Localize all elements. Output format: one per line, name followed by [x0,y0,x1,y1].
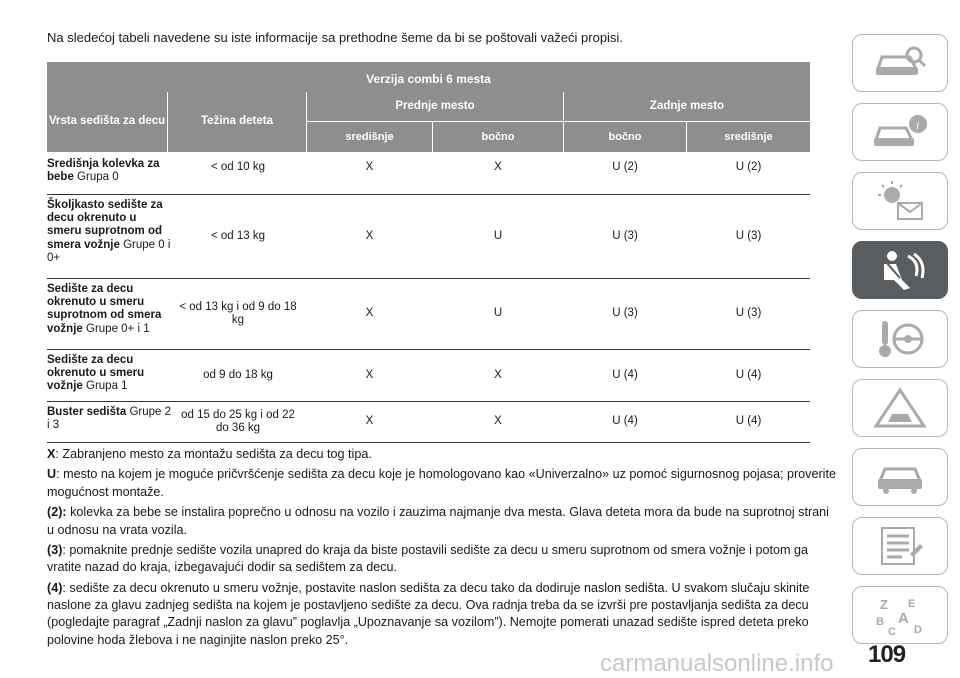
seat-type-cell: Sedište za decu okrenuto u smeru vožnje … [47,354,172,394]
table-row: Buster sedišta Grupe 2 i 3 od 15 do 25 kg… [47,402,810,443]
front-side-cell: X [494,415,502,428]
col-header-seat-type: Vrsta sedišta za decu [47,92,167,152]
tab-safety[interactable] [852,241,948,299]
front-side-cell: X [494,368,502,381]
seat-type-cell: Središnja kolevka za bebe Grupa 0 [47,158,172,184]
alphabet-index-icon: Z E B AC D [876,597,922,637]
seat-type-name: Sedište za decu okrenuto u smeru suprotn… [47,283,162,335]
svg-text:Z: Z [880,597,888,612]
rear-side-cell: U (2) [612,161,638,174]
roadside-triangle-icon [873,387,927,428]
front-center-cell: X [365,415,374,428]
svg-text:E: E [908,598,915,610]
front-center-cell: X [365,368,374,381]
weight-cell: < od 13 kg i od 9 do 18 kg [179,300,297,326]
rear-center-cell: U (4) [735,368,762,381]
tab-emergency[interactable] [852,379,948,437]
rear-side-cell: U (4) [612,415,638,428]
front-side-cell: X [494,161,502,174]
sub-rear-center: središnje [687,122,810,152]
tab-car-search[interactable] [852,34,948,92]
svg-text:i: i [916,118,919,132]
note-3: (3): pomaknite prednje sedište vozila un… [47,542,808,575]
weight-cell: od 9 do 18 kg [203,368,273,381]
rear-center-cell: U (3) [735,229,762,242]
col-group-front: Prednje mesto [307,92,563,121]
table-row: Sedište za decu okrenuto u smeru suprotn… [47,279,810,350]
sub-front-center: središnje [307,122,432,152]
tab-car-info[interactable]: i [852,103,948,161]
table-row: Školjkasto sedište za decu okrenuto u sm… [47,195,810,279]
seat-group: Grupe 0 i 0+ [47,238,171,264]
car-info-icon: i [873,115,927,146]
front-side-cell: U [493,229,503,242]
rear-side-cell: U (3) [612,307,638,320]
seat-type-cell: Buster sedišta Grupe 2 i 3 [47,406,172,432]
seat-type-name: Sedište za decu okrenuto u smeru vožnje [47,354,145,393]
rear-side-cell: U (3) [612,229,638,242]
car-search-icon [875,46,927,75]
svg-text:D: D [914,624,922,636]
seat-type-cell: Sedište za decu okrenuto u smeru suprotn… [47,283,172,336]
svg-text:C: C [888,626,896,637]
table-row: Središnja kolevka za bebe Grupa 0 < od 10… [47,154,810,195]
car-maintenance-icon [877,467,923,494]
tab-technical-data[interactable] [852,517,948,575]
key-steering-icon [879,321,924,357]
specs-list-icon [881,527,923,565]
seat-type-name: Školjkasto sedište za decu okrenuto u sm… [47,199,163,251]
table-caption: Verzija combi 6 mesta [47,62,810,92]
svg-text:A: A [898,610,909,627]
seat-group: Grupa 1 [86,380,128,393]
sub-rear-side: bočno [564,122,686,152]
intro-text: Na sledećoj tabeli navedene su iste info… [47,30,623,45]
weight-cell: < od 13 kg [210,229,266,242]
col-group-rear: Zadnje mesto [564,92,810,121]
seat-airbag-icon [884,251,925,290]
front-center-cell: X [365,229,374,242]
page-number: 109 [868,641,906,668]
note-u: U: mesto na kojem je moguće pričvršćenje… [47,467,836,499]
weight-cell: od 15 do 25 kg i od 22 do 36 kg [181,408,295,434]
seat-type-cell: Školjkasto sedište za decu okrenuto u sm… [47,199,172,265]
note-2: (2): kolevka za bebe se instalira popreč… [47,505,829,537]
col-header-weight: Težina deteta [168,92,306,152]
front-center-cell: X [365,161,374,174]
note-x: X: Zabranjeno mesto za montažu sedišta z… [47,447,372,461]
rear-center-cell: U (4) [735,415,762,428]
rear-center-cell: U (2) [735,161,762,174]
seat-type-name: Središnja kolevka za bebe [47,158,160,184]
weight-cell: < od 10 kg [210,161,266,174]
note-4: (4): sedište za decu okrenuto u smeru vo… [47,580,810,647]
watermark: carmanualsonline.info [600,650,834,677]
seat-type-name: Buster sedišta [47,406,127,418]
rear-side-cell: U (4) [612,368,638,381]
rear-center-cell: U (3) [735,307,762,320]
warning-lights-icon [878,181,923,220]
tab-starting-driving[interactable] [852,310,948,368]
tab-maintenance[interactable] [852,448,948,506]
seat-group: Grupa 0 [77,171,119,184]
sub-front-side: bočno [433,122,563,152]
tab-warning-lights[interactable] [852,172,948,230]
notes: X: Zabranjeno mesto za montažu sedišta z… [47,446,837,652]
table-row: Sedište za decu okrenuto u smeru vožnje … [47,350,810,402]
front-center-cell: X [365,307,374,320]
seat-group: Grupe 0+ i 1 [86,322,150,335]
svg-text:B: B [876,616,884,628]
seat-group: Grupe 2 i 3 [47,406,172,432]
front-side-cell: U [493,307,503,320]
